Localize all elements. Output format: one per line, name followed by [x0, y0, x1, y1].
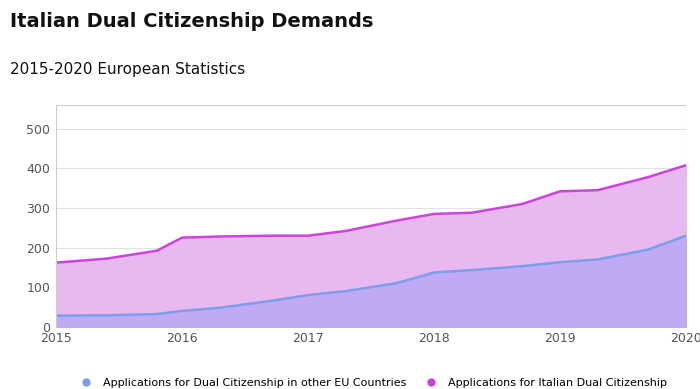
Legend: Applications for Dual Citizenship in other EU Countries, Applications for Italia: Applications for Dual Citizenship in oth… — [71, 373, 671, 389]
Bar — [56, 105, 686, 327]
Text: 2015-2020 European Statistics: 2015-2020 European Statistics — [10, 62, 246, 77]
Text: Italian Dual Citizenship Demands: Italian Dual Citizenship Demands — [10, 12, 374, 31]
